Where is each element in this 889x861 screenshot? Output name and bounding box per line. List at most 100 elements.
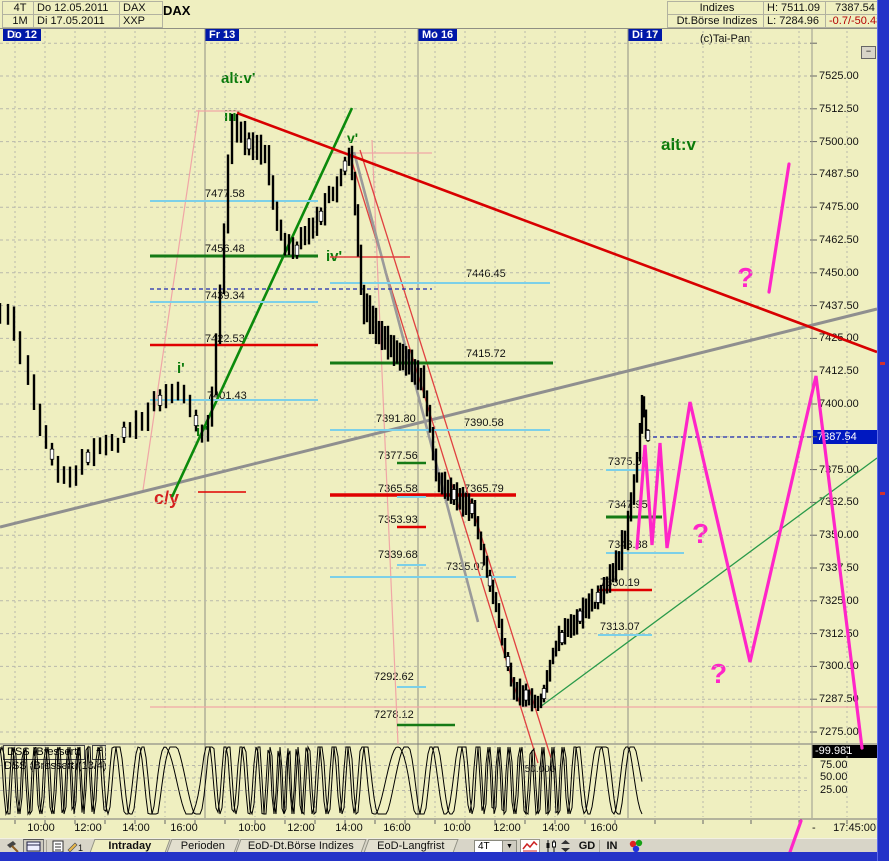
header-bar: 4T Do 12.05.2011 DAX 1M Di 17.05.2011 XX…	[0, 0, 889, 29]
indicator-scale-label: 50.00	[820, 771, 848, 783]
window-layout-button[interactable]	[23, 839, 44, 854]
price-axis-label: 7512.50	[819, 102, 859, 115]
question-mark: ?	[737, 262, 755, 293]
level-label: 7446.45	[466, 268, 506, 280]
level-label: 7415.72	[466, 348, 506, 360]
wave-label: alt:v	[661, 135, 696, 154]
level-label: 7456.48	[205, 243, 245, 255]
tab-perioden[interactable]: Perioden	[166, 839, 240, 853]
end-time-label: 17:45:00	[833, 822, 876, 834]
indicator-value-badge: -99.981	[812, 745, 879, 758]
time-axis-label: 14:00	[542, 822, 570, 834]
level-label: 7439.34	[205, 290, 245, 302]
level-label: 7339.68	[378, 549, 418, 561]
time-axis-label: 16:00	[590, 822, 618, 834]
low-value: L: 7284.96	[763, 14, 829, 28]
time-axis-label: 14:00	[122, 822, 150, 834]
level-label: 7391.80	[376, 413, 416, 425]
price-axis-label: 7437.50	[819, 299, 859, 312]
date-badge: Mo 16	[418, 29, 458, 41]
toolbar-separator	[46, 840, 47, 852]
time-axis-label: 16:00	[383, 822, 411, 834]
wave-label: iii'	[224, 108, 241, 125]
window-bottom-border	[0, 852, 889, 861]
level-label: 7365.58	[378, 483, 418, 495]
tab-eod-dt-b-rse-indizes[interactable]: EoD-Dt.Börse Indizes	[235, 839, 367, 853]
date-badge: Do 12	[3, 29, 41, 41]
date-badge: Di 17	[628, 29, 663, 41]
indicator-name-box[interactable]: DSS (Bressert)	[3, 745, 85, 760]
level-label: 7377.56	[378, 450, 418, 462]
time-axis-label: 16:00	[170, 822, 198, 834]
level-label: 7347.95	[608, 499, 648, 511]
tab-intraday[interactable]: Intraday	[89, 839, 171, 853]
color-clover-icon[interactable]	[628, 839, 644, 853]
price-axis-label: 7375.00	[819, 463, 859, 476]
symbol-cell: DAX	[119, 1, 163, 15]
time-axis-label: 10:00	[443, 822, 471, 834]
price-axis-label: 7325.00	[819, 594, 859, 607]
level-label: 7477.58	[205, 188, 245, 200]
indicator-mid-label: 50.000	[524, 764, 556, 775]
zoom-spinner-icon[interactable]	[560, 839, 571, 853]
window-right-border	[877, 0, 889, 861]
hammer-icon[interactable]	[5, 840, 20, 853]
level-label: 7390.58	[464, 417, 504, 429]
date-cell-2: Di 17.05.2011	[33, 14, 124, 28]
level-label: 7330.19	[600, 577, 640, 589]
date-cell: Do 12.05.2011	[33, 1, 124, 15]
level-label: 7401.43	[207, 390, 247, 402]
wave-label: v'	[347, 130, 359, 146]
price-axis-label: 7287.50	[819, 693, 859, 706]
wave-label: i'	[177, 360, 185, 377]
level-label: 7375.07	[608, 456, 648, 468]
price-axis-label: 7400.00	[819, 398, 859, 410]
indicator-scale-label: 25.00	[820, 784, 848, 796]
price-axis-label: 7487.50	[819, 168, 859, 181]
scroll-mark	[880, 362, 885, 365]
time-axis-label: 10:00	[238, 822, 266, 834]
question-mark: ?	[692, 518, 710, 549]
time-axis-label: 10:00	[27, 822, 55, 834]
collapse-icon[interactable]: −	[861, 46, 876, 59]
time-axis-label: 12:00	[493, 822, 521, 834]
level-label: 7292.62	[374, 671, 414, 683]
index-group-label-2: Dt.Börse Indizes	[667, 14, 767, 28]
in-indicator-button[interactable]: IN	[606, 840, 618, 852]
wave-label: alt:v'	[221, 70, 256, 87]
symbol-cell-2: XXP	[119, 14, 163, 28]
price-axis-label: 7450.00	[819, 266, 859, 279]
scroll-mark	[880, 492, 885, 495]
price-axis-label: 7275.00	[819, 726, 859, 738]
time-axis-label: 12:00	[74, 822, 102, 834]
indicator-name-2: DSS (Bressert)(13/4)	[4, 760, 107, 772]
time-axis-label: 14:00	[335, 822, 363, 834]
gd-indicator-button[interactable]: GD	[578, 840, 596, 852]
price-axis-label: 7462.50	[819, 234, 859, 246]
index-group-label: Indizes	[667, 1, 767, 15]
time-axis-label: 12:00	[287, 822, 315, 834]
current-price-badge: 7387.54	[813, 430, 879, 444]
candlestick-style-icon[interactable]	[544, 839, 558, 853]
chart-title: DAX	[163, 3, 191, 18]
copyright-label: (c)Tai-Pan	[700, 33, 751, 45]
timeframe-cell-2: 1M	[2, 14, 38, 28]
price-change: -0.7/-50.48	[825, 14, 885, 28]
price-axis-label: 7525.00	[819, 70, 859, 82]
price-axis-label: 7500.00	[819, 135, 859, 148]
price-axis-label: 7425.00	[819, 332, 859, 345]
level-label: 7353.93	[378, 514, 418, 526]
tab-eod-langfrist[interactable]: EoD-Langfrist	[363, 839, 459, 853]
pencil-annotation-icon[interactable]: 1	[67, 840, 86, 853]
wave-label: c/y	[154, 488, 180, 508]
level-label: 7313.07	[600, 621, 640, 633]
level-label: 7335.07	[446, 561, 486, 573]
date-badge: Fr 13	[205, 29, 240, 41]
price-axis-label: 7312.50	[819, 627, 859, 640]
indicator-add-button[interactable]: +	[92, 745, 106, 760]
svg-text:1: 1	[78, 843, 83, 853]
high-value: H: 7511.09	[763, 1, 829, 15]
price-axis-label: 7337.50	[819, 562, 859, 574]
